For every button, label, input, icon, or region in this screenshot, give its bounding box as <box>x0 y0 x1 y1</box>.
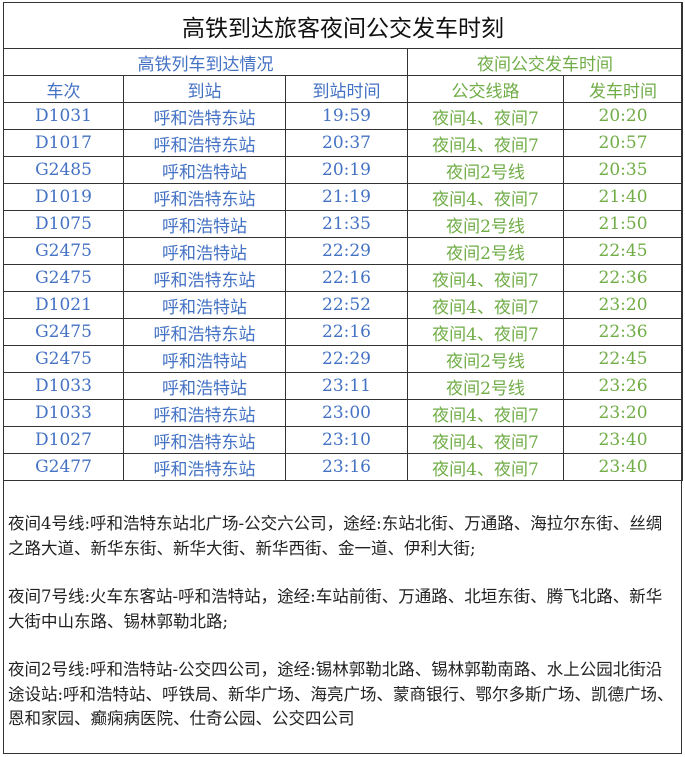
table-row: D1033 呼和浩特站 23:11 夜间2号线 23:26 <box>3 372 684 400</box>
station: 呼和浩特站 <box>123 345 286 373</box>
bus-route: 夜间4、夜间7 <box>407 399 564 427</box>
table-row: D1027 呼和浩特东站 23:10 夜间4、夜间7 23:40 <box>3 426 684 454</box>
station: 呼和浩特东站 <box>123 318 286 346</box>
departure-time: 23:20 <box>562 399 684 427</box>
arrival-time: 23:10 <box>285 426 408 454</box>
departure-time: 23:40 <box>562 453 684 481</box>
arrival-time: 23:00 <box>285 399 408 427</box>
station: 呼和浩特站 <box>123 237 286 265</box>
train-number: D1021 <box>3 291 124 319</box>
train-number: G2485 <box>3 156 124 184</box>
bus-route: 夜间2号线 <box>407 210 564 238</box>
train-number: D1075 <box>3 210 124 238</box>
table-row: G2477 呼和浩特东站 23:16 夜间4、夜间7 23:40 <box>3 453 684 481</box>
page-title: 高铁到达旅客夜间公交发车时刻 <box>2 2 684 49</box>
table-row: D1075 呼和浩特站 21:35 夜间2号线 21:50 <box>3 210 684 238</box>
table-row: G2475 呼和浩特站 22:29 夜间2号线 22:45 <box>3 237 684 265</box>
arrival-time: 21:35 <box>285 210 408 238</box>
departure-time: 21:50 <box>562 210 684 238</box>
note-line-7: 夜间7号线:火车东客站-呼和浩特站，途经:车站前街、万通路、北垣东街、腾飞北路、… <box>8 587 663 631</box>
arrival-time: 22:52 <box>285 291 408 319</box>
bus-route: 夜间4、夜间7 <box>407 318 564 346</box>
bus-route: 夜间2号线 <box>407 237 564 265</box>
departure-time: 22:45 <box>562 345 684 373</box>
station: 呼和浩特东站 <box>123 264 286 292</box>
station: 呼和浩特东站 <box>123 102 286 130</box>
arrival-time: 20:37 <box>285 129 408 157</box>
bus-route: 夜间4、夜间7 <box>407 183 564 211</box>
arrival-time: 22:29 <box>285 345 408 373</box>
table-row: G2485 呼和浩特站 20:19 夜间2号线 20:35 <box>3 156 684 184</box>
station: 呼和浩特站 <box>123 372 286 400</box>
note-line-4: 夜间4号线:呼和浩特东站北广场-公交六公司，途经:东站北街、万通路、海拉尔东街、… <box>8 514 663 558</box>
departure-time: 23:26 <box>562 372 684 400</box>
arrival-time: 23:11 <box>285 372 408 400</box>
schedule-table: 高铁到达旅客夜间公交发车时刻 高铁列车到达情况 夜间公交发车时间 车次 到站 到… <box>2 2 684 481</box>
train-number: G2477 <box>3 453 124 481</box>
bus-route: 夜间4、夜间7 <box>407 426 564 454</box>
station: 呼和浩特站 <box>123 291 286 319</box>
departure-time: 22:36 <box>562 318 684 346</box>
col-header-depart: 发车时间 <box>562 75 684 103</box>
bus-route: 夜间4、夜间7 <box>407 453 564 481</box>
arrival-time: 20:19 <box>285 156 408 184</box>
departure-time: 23:40 <box>562 426 684 454</box>
bus-route: 夜间4、夜间7 <box>407 264 564 292</box>
train-number: D1031 <box>3 102 124 130</box>
train-number: D1033 <box>3 372 124 400</box>
arrival-time: 22:16 <box>285 264 408 292</box>
col-header-train: 车次 <box>3 75 124 103</box>
table-row: D1033 呼和浩特东站 23:00 夜间4、夜间7 23:20 <box>3 399 684 427</box>
departure-time: 23:20 <box>562 291 684 319</box>
arrival-time: 21:19 <box>285 183 408 211</box>
train-number: G2475 <box>3 264 124 292</box>
station: 呼和浩特东站 <box>123 426 286 454</box>
note-line-2: 夜间2号线:呼和浩特站-公交四公司，途经:锡林郭勒北路、锡林郭勒南路、水上公园北… <box>8 660 674 728</box>
arrival-time: 22:16 <box>285 318 408 346</box>
table-row: G2475 呼和浩特东站 22:16 夜间4、夜间7 22:36 <box>3 318 684 346</box>
table-row: D1017 呼和浩特东站 20:37 夜间4、夜间7 20:57 <box>3 129 684 157</box>
col-header-station: 到站 <box>123 75 286 103</box>
bus-route: 夜间4、夜间7 <box>407 102 564 130</box>
col-header-route: 公交线路 <box>407 75 564 103</box>
bus-route: 夜间2号线 <box>407 345 564 373</box>
table-row: D1019 呼和浩特东站 21:19 夜间4、夜间7 21:40 <box>3 183 684 211</box>
station: 呼和浩特东站 <box>123 399 286 427</box>
departure-time: 20:57 <box>562 129 684 157</box>
departure-time: 22:36 <box>562 264 684 292</box>
bus-route: 夜间2号线 <box>407 372 564 400</box>
departure-time: 20:35 <box>562 156 684 184</box>
bus-group-header: 夜间公交发车时间 <box>406 48 684 76</box>
train-number: D1019 <box>3 183 124 211</box>
bus-route: 夜间4、夜间7 <box>407 129 564 157</box>
station: 呼和浩特东站 <box>123 453 286 481</box>
train-number: G2475 <box>3 345 124 373</box>
bus-route: 夜间2号线 <box>407 156 564 184</box>
table-row: G2475 呼和浩特东站 22:16 夜间4、夜间7 22:36 <box>3 264 684 292</box>
departure-time: 21:40 <box>562 183 684 211</box>
arrival-time: 23:16 <box>285 453 408 481</box>
table-row: D1021 呼和浩特站 22:52 夜间4、夜间7 23:20 <box>3 291 684 319</box>
train-group-header: 高铁列车到达情况 <box>3 48 408 76</box>
col-header-arrival: 到站时间 <box>285 75 408 103</box>
station: 呼和浩特站 <box>123 210 286 238</box>
bus-route: 夜间4、夜间7 <box>407 291 564 319</box>
train-number: D1027 <box>3 426 124 454</box>
station: 呼和浩特站 <box>123 156 286 184</box>
departure-time: 20:20 <box>562 102 684 130</box>
train-number: D1017 <box>3 129 124 157</box>
route-notes: 夜间4号线:呼和浩特东站北广场-公交六公司，途经:东站北街、万通路、海拉尔东街、… <box>8 512 676 756</box>
departure-time: 22:45 <box>562 237 684 265</box>
arrival-time: 22:29 <box>285 237 408 265</box>
station: 呼和浩特东站 <box>123 183 286 211</box>
train-number: G2475 <box>3 318 124 346</box>
arrival-time: 19:59 <box>285 102 408 130</box>
train-number: D1033 <box>3 399 124 427</box>
train-number: G2475 <box>3 237 124 265</box>
table-row: D1031 呼和浩特东站 19:59 夜间4、夜间7 20:20 <box>3 102 684 130</box>
table-row: G2475 呼和浩特站 22:29 夜间2号线 22:45 <box>3 345 684 373</box>
station: 呼和浩特东站 <box>123 129 286 157</box>
